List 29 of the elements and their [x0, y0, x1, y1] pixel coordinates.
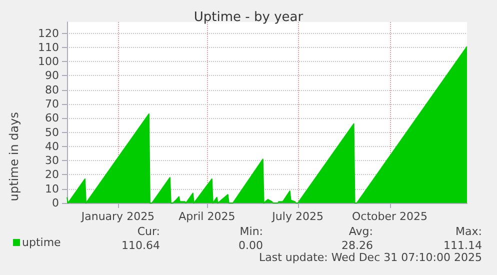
y-tick-label: 110 — [38, 40, 59, 54]
text: 110.64 — [122, 239, 160, 252]
x-tick-label: April 2025 — [178, 210, 236, 223]
y-tick-label: 30 — [45, 154, 59, 168]
y-tick-label: 0 — [52, 196, 59, 210]
y-tick-label: 100 — [38, 55, 59, 68]
y-tick-label: 60 — [45, 112, 59, 125]
text: Cur: — [137, 225, 160, 238]
y-tick-label: 120 — [38, 26, 59, 40]
y-tick-label: 10 — [45, 182, 59, 196]
y-tick-label: 40 — [45, 140, 59, 153]
text: Min: — [240, 225, 264, 238]
text: Last update: Wed Dec 31 07:10:00 2025 — [258, 251, 482, 264]
text: Max: — [456, 225, 482, 238]
x-tick-label: July 2025 — [271, 210, 324, 223]
y-tick-label: 70 — [45, 98, 59, 111]
y-axis-title: uptime in days — [7, 112, 21, 202]
chart-title: Uptime - by year — [194, 10, 304, 25]
text: Avg: — [348, 225, 374, 238]
text: 111.14 — [444, 239, 482, 252]
legend-label: uptime — [22, 236, 62, 249]
y-tick-label: 90 — [45, 69, 59, 82]
text: 0.00 — [238, 239, 264, 252]
text: 28.26 — [342, 239, 374, 252]
x-tick-label: October 2025 — [352, 210, 428, 223]
y-tick-label: 20 — [45, 168, 59, 182]
y-tick-label: 50 — [45, 126, 59, 139]
y-tick-label: 80 — [45, 83, 59, 96]
x-tick-label: January 2025 — [80, 210, 155, 223]
